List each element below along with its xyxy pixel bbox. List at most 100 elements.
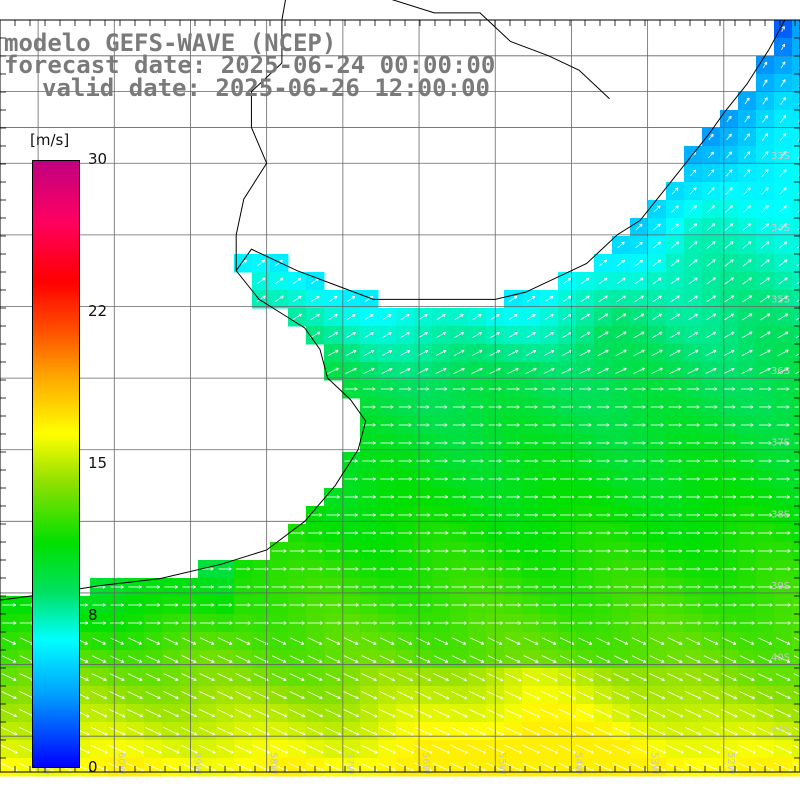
wind-arrow (797, 119, 800, 123)
wind-arrow-head (498, 406, 502, 409)
wind-arrow-head (122, 677, 125, 681)
wind-arrow-head (642, 313, 645, 317)
wind-arrow-head (158, 677, 161, 681)
wind-arrow-head (660, 442, 664, 445)
wind-arrow-head (714, 388, 718, 391)
wind-arrow-head (731, 277, 734, 281)
wind-arrow (634, 295, 644, 303)
wind-arrow-head (716, 714, 720, 717)
wind-arrow-head (678, 424, 682, 427)
wind-arrow-head (357, 750, 360, 754)
wind-arrow-head (372, 513, 376, 516)
wind-arrow-head (354, 514, 358, 517)
wind-arrow-head (591, 714, 594, 718)
wind-arrow-head (752, 695, 755, 699)
wind-arrow-head (587, 313, 590, 317)
wind-arrow-head (447, 768, 451, 772)
wind-arrow-head (767, 205, 769, 209)
wind-arrow (703, 673, 719, 681)
wind-arrow-head (354, 350, 357, 354)
wind-arrow-head (765, 151, 769, 153)
wind-arrow-head (267, 768, 270, 772)
wind-arrow-head (427, 567, 431, 570)
wind-arrow-head (426, 406, 430, 409)
wind-arrow (327, 367, 339, 375)
wind-arrow-head (697, 586, 701, 589)
wind-arrow-head (355, 549, 359, 552)
wind-arrow-head (660, 441, 664, 444)
wind-arrow-head (698, 714, 702, 717)
wind-arrow (346, 314, 356, 320)
wind-arrow-head (553, 586, 557, 589)
wind-arrow (505, 655, 521, 663)
wind-arrow (310, 295, 320, 303)
wind-arrow-head (281, 295, 284, 299)
wind-arrow-head (765, 205, 769, 207)
wind-arrow-head (14, 713, 17, 717)
wind-arrow (653, 241, 661, 249)
wind-arrow (400, 350, 410, 356)
wind-arrow-head (498, 477, 502, 480)
wind-arrow (400, 332, 410, 338)
wind-arrow-head (391, 586, 395, 589)
wind-arrow-head (589, 659, 593, 663)
wind-arrow (579, 349, 591, 357)
wind-arrow-head (678, 442, 682, 445)
wind-arrow (653, 223, 661, 231)
wind-arrow-head (518, 641, 521, 645)
wind-arrow (670, 277, 680, 285)
wind-arrow-head (697, 567, 701, 570)
wind-arrow-head (678, 388, 682, 391)
wind-arrow-head (192, 586, 196, 589)
colorbar (32, 160, 80, 768)
wind-arrow-head (788, 732, 792, 735)
wind-arrow-head (642, 442, 646, 445)
wind-arrow-head (715, 550, 719, 553)
wind-arrow-head (680, 641, 683, 645)
wind-arrow-head (589, 641, 593, 645)
wind-arrow-head (643, 621, 647, 624)
wind-arrow-head (769, 568, 773, 571)
lon-label: 56W (420, 752, 431, 775)
wind-arrow-head (517, 550, 521, 553)
wind-arrow-head (319, 621, 323, 624)
wind-arrow-head (445, 550, 449, 553)
wind-arrow-head (319, 549, 323, 552)
wind-arrow-head (391, 641, 395, 645)
wind-arrow-head (675, 223, 679, 225)
wind-arrow-head (643, 586, 647, 589)
wind-arrow (615, 313, 627, 321)
wind-arrow (468, 708, 486, 718)
wind-arrow-head (408, 441, 412, 444)
wind-arrow (145, 709, 161, 717)
wind-arrow-head (372, 368, 375, 372)
wind-arrow-head (659, 313, 663, 317)
wind-arrow (199, 673, 215, 681)
wind-arrow-head (587, 295, 590, 299)
wind-arrow-head (607, 513, 611, 516)
wind-arrow-head (194, 677, 197, 681)
wind-arrow-head (483, 768, 487, 772)
wind-arrow-head (680, 695, 684, 699)
wind-arrow-head (694, 241, 698, 243)
wind-arrow-head (283, 549, 287, 552)
colorbar-tick: 22 (88, 302, 108, 320)
wind-arrow-head (141, 732, 144, 736)
wind-arrow-head (625, 514, 629, 517)
wind-arrow-head (499, 604, 503, 607)
wind-arrow-head (247, 568, 251, 571)
wind-arrow-head (787, 514, 791, 517)
wind-arrow-head (123, 750, 126, 754)
wind-arrow (325, 691, 341, 699)
wind-arrow (777, 313, 789, 321)
wind-arrow-head (591, 768, 595, 772)
wind-arrow-head (230, 677, 233, 681)
wind-arrow-head (104, 677, 107, 681)
wind-arrow-head (607, 568, 611, 571)
wind-arrow (90, 726, 108, 736)
wind-arrow-head (374, 714, 378, 717)
wind-arrow-head (391, 495, 395, 498)
wind-arrow-head (462, 459, 466, 462)
wind-arrow-head (716, 677, 719, 681)
wind-arrow-head (555, 750, 559, 754)
